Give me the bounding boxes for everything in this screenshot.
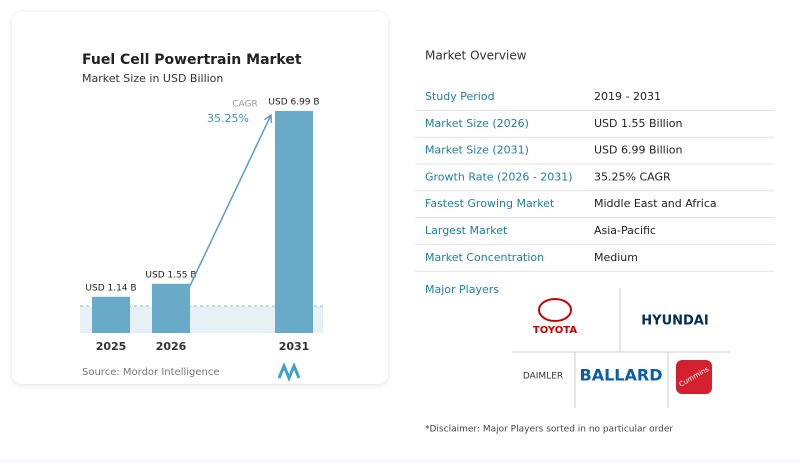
row-value: 2019 - 2031 xyxy=(594,90,661,103)
bar xyxy=(152,283,190,333)
toyota-emblem xyxy=(538,298,572,322)
x-tick-label: 2031 xyxy=(279,340,310,353)
player-logo: HYUNDAI xyxy=(641,314,708,329)
row-label: Market Size (2031) xyxy=(425,144,529,157)
row-value: Medium xyxy=(594,251,638,264)
growth-arrow xyxy=(189,114,272,287)
cagr-value: 35.25% xyxy=(207,112,249,125)
bar xyxy=(275,111,313,333)
value-label: USD 6.99 B xyxy=(268,98,319,108)
row-label: Growth Rate (2026 - 2031) xyxy=(425,170,573,183)
overview-title: Market Overview xyxy=(425,49,527,63)
cummins-emblem xyxy=(676,360,712,394)
x-tick-label: 2025 xyxy=(96,340,127,353)
row-value: Asia-Pacific xyxy=(594,224,656,237)
bar xyxy=(92,296,130,333)
x-tick-label: 2026 xyxy=(156,340,187,353)
chart-title: Fuel Cell Powertrain Market xyxy=(82,52,302,68)
row-label: Fastest Growing Market xyxy=(425,197,555,210)
row-label: Market Size (2026) xyxy=(425,117,529,130)
cagr-label: CAGR xyxy=(232,100,258,110)
player-logo: BALLARD xyxy=(580,366,663,385)
row-value: 35.25% CAGR xyxy=(594,170,671,183)
chart-subtitle: Market Size in USD Billion xyxy=(82,72,223,85)
row-value: USD 1.55 Billion xyxy=(594,117,682,130)
value-label: USD 1.14 B xyxy=(85,283,136,293)
row-value: Middle East and Africa xyxy=(594,197,717,210)
row-label: Market Concentration xyxy=(425,251,544,264)
player-logo: DAIMLER xyxy=(523,372,563,382)
row-label: Study Period xyxy=(425,90,495,103)
row-value: USD 6.99 Billion xyxy=(594,144,682,157)
row-label: Largest Market xyxy=(425,224,508,237)
value-label: USD 1.55 B xyxy=(145,270,196,280)
players-title: Major Players xyxy=(425,283,499,296)
player-logo: TOYOTA xyxy=(533,325,577,336)
disclaimer: *Disclaimer: Major Players sorted in no … xyxy=(425,425,673,435)
brand-logo xyxy=(277,362,301,382)
source: Source: Mordor Intelligence xyxy=(82,367,220,378)
growth-arrowhead xyxy=(264,113,273,124)
